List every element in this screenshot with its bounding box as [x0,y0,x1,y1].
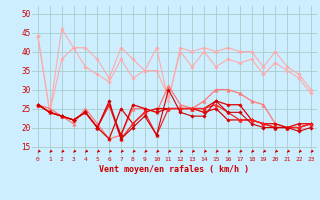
X-axis label: Vent moyen/en rafales ( km/h ): Vent moyen/en rafales ( km/h ) [100,165,249,174]
